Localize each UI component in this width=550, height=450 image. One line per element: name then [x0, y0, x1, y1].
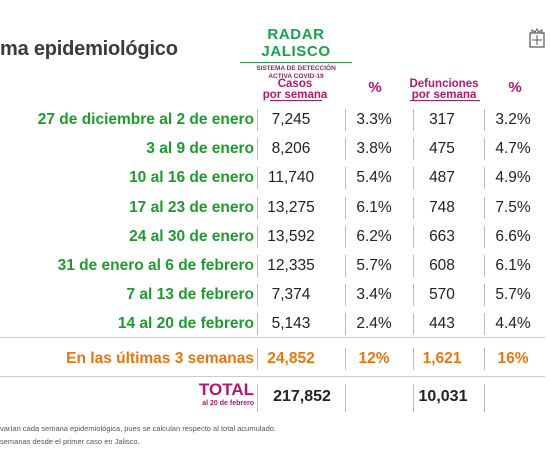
total-deaths: 10,031 — [418, 388, 468, 405]
total-label: TOTAL — [198, 380, 254, 399]
deaths-value: 443 — [413, 313, 470, 336]
deaths-value: 487 — [413, 167, 470, 190]
table-row: 17 al 23 de enero 13,275 6.1% 748 7.5% — [0, 196, 550, 219]
footnote-1: varían cada semana epidemiológica, pues … — [0, 424, 276, 433]
summary-label: En las últimas 3 semanas — [66, 350, 254, 367]
week-label: 31 de enero al 6 de febrero — [57, 257, 254, 274]
summary-row: En las últimas 3 semanas 24,852 12% 1,62… — [0, 348, 550, 370]
summary-deaths-pct: 16% — [484, 348, 541, 370]
cases-pct-value: 5.4% — [345, 167, 402, 190]
total-separator-3 — [413, 384, 414, 412]
logo-subtitle: SISTEMA DE DETECCIÓN ACTIVA COVID-19 — [240, 62, 352, 81]
total-separator-1 — [257, 384, 258, 412]
header-deaths-line-2: por semana — [411, 89, 477, 101]
deaths-pct-value: 4.4% — [484, 313, 541, 336]
cases-pct-value: 3.8% — [345, 138, 402, 161]
week-label: 24 al 30 de enero — [129, 227, 254, 245]
logo-sub-line-1: SISTEMA DE DETECCIÓN — [256, 65, 336, 72]
deaths-pct-value: 4.7% — [484, 138, 541, 161]
deaths-pct-value: 4.9% — [484, 167, 541, 190]
cases-pct-value: 6.2% — [345, 225, 402, 248]
jalisco-crest-icon — [529, 28, 545, 48]
deaths-pct-value: 5.7% — [484, 284, 541, 307]
deaths-value: 317 — [413, 109, 470, 131]
header-deaths-line-1: Defunciones — [409, 78, 479, 90]
cases-pct-value: 6.1% — [345, 196, 402, 219]
footnote-2: semanas desde el primer caso en Jalisco. — [0, 437, 140, 446]
summary-divider-bottom — [0, 376, 545, 377]
table-row: 7 al 13 de febrero 7,374 3.4% 570 5.7% — [0, 284, 550, 307]
cases-value: 12,335 — [257, 255, 324, 277]
table-row: 24 al 30 de enero 13,592 6.2% 663 6.6% — [0, 225, 550, 248]
week-label: 14 al 20 de febrero — [117, 315, 254, 333]
header-deaths-underline — [410, 100, 480, 101]
deaths-value: 475 — [413, 138, 470, 161]
total-separator-4 — [484, 384, 485, 412]
summary-cases: 24,852 — [257, 348, 324, 370]
summary-cases-pct: 12% — [345, 348, 402, 370]
table-row: 31 de enero al 6 de febrero 12,335 5.7% 608… — [0, 255, 550, 277]
deaths-pct-value: 7.5% — [484, 196, 541, 219]
total-separator-2 — [345, 384, 346, 412]
deaths-value: 608 — [413, 255, 470, 277]
week-label: 7 al 13 de febrero — [126, 286, 254, 304]
header-deaths-pct: % — [508, 79, 522, 96]
cases-value: 7,374 — [257, 284, 324, 307]
header-cases-pct: % — [368, 79, 382, 96]
cases-value: 11,740 — [257, 167, 324, 190]
cases-value: 5,143 — [257, 313, 324, 336]
week-label: 17 al 23 de enero — [129, 198, 254, 216]
logo-name: RADAR JALISCO — [261, 26, 331, 60]
week-label: 10 al 16 de enero — [129, 169, 254, 187]
summary-divider-top — [0, 337, 545, 338]
header-cases-underline — [270, 100, 322, 101]
header-cases-line-1: Casos — [277, 78, 313, 90]
cases-pct-value: 3.3% — [345, 109, 402, 131]
cases-value: 7,245 — [257, 109, 324, 131]
cases-value: 13,592 — [257, 225, 324, 248]
cases-pct-value: 2.4% — [345, 313, 402, 336]
cases-value: 13,275 — [257, 196, 324, 219]
deaths-pct-value: 6.1% — [484, 255, 541, 277]
deaths-value: 663 — [413, 225, 470, 248]
deaths-value: 570 — [413, 284, 470, 307]
cases-pct-value: 5.7% — [345, 255, 402, 277]
summary-deaths: 1,621 — [413, 348, 470, 370]
cases-pct-value: 3.4% — [345, 284, 402, 307]
page-title: ma epidemiológico — [0, 38, 178, 60]
deaths-pct-value: 6.6% — [484, 225, 541, 248]
logo-sub-line-2: ACTIVA COVID-19 — [268, 73, 324, 80]
week-label: 3 al 9 de enero — [146, 140, 254, 158]
header-cases-line-2: por semana — [262, 89, 328, 101]
table-row: 10 al 16 de enero 11,740 5.4% 487 4.9% — [0, 167, 550, 190]
header-deaths: Defunciones por semana — [404, 78, 484, 101]
radar-jalisco-logo: RADAR JALISCO SISTEMA DE DETECCIÓN ACTIV… — [232, 26, 360, 81]
header-cases: Casos por semana — [262, 78, 328, 101]
table-row: 14 al 20 de febrero 5,143 2.4% 443 4.4% — [0, 313, 550, 336]
deaths-value: 748 — [413, 196, 470, 219]
total-cases: 217,852 — [273, 388, 331, 405]
total-subtitle: al 20 de febrero — [202, 400, 254, 407]
deaths-pct-value: 3.2% — [484, 109, 541, 131]
week-label: 27 de diciembre al 2 de enero — [37, 111, 254, 128]
cases-value: 8,206 — [257, 138, 324, 161]
table-row: 3 al 9 de enero 8,206 3.8% 475 4.7% — [0, 138, 550, 161]
table-row: 27 de diciembre al 2 de enero 7,245 3.3% 31… — [0, 109, 550, 131]
